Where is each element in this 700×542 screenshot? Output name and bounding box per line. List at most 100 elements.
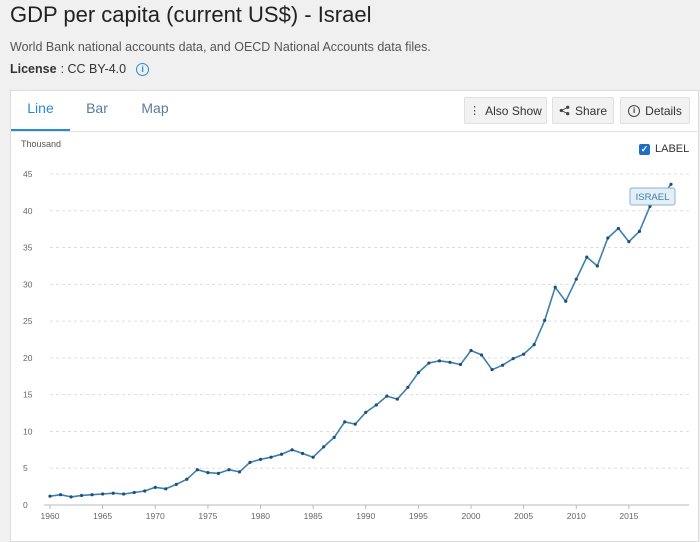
data-point	[216, 471, 221, 475]
data-point	[406, 385, 410, 389]
data-point	[248, 460, 252, 464]
data-point	[427, 361, 431, 365]
data-point	[311, 455, 315, 459]
data-point	[353, 422, 357, 426]
data-point	[564, 299, 568, 303]
y-tick-label: 40	[23, 206, 33, 216]
data-point	[79, 493, 84, 498]
label-toggle[interactable]: ✓ LABEL	[639, 143, 689, 155]
data-point	[122, 492, 126, 496]
y-tick-label: 45	[23, 169, 33, 179]
label-checkbox[interactable]: ✓	[639, 143, 650, 155]
series-line-israel	[49, 183, 672, 498]
tab-bar[interactable]: Bar	[86, 100, 108, 116]
tab-map[interactable]: Map	[141, 100, 169, 116]
x-tick-label: 1985	[304, 511, 323, 521]
y-tick-label: 15	[23, 390, 33, 400]
x-tick-label: 1990	[356, 511, 375, 521]
data-point	[90, 493, 94, 497]
data-point	[374, 403, 378, 407]
x-tick-label: 2015	[619, 511, 638, 521]
data-point	[606, 236, 610, 240]
x-tick-label: 1980	[251, 511, 270, 521]
share-icon	[559, 105, 570, 116]
x-tick-label: 2005	[514, 511, 533, 521]
data-point	[195, 468, 199, 472]
x-tick-label: 2010	[567, 511, 586, 521]
x-tick-label: 1995	[409, 511, 428, 521]
info-icon[interactable]: i	[136, 62, 150, 76]
x-tick-label: 2000	[462, 511, 481, 521]
data-point	[500, 363, 505, 367]
data-point	[227, 468, 231, 472]
data-point	[616, 226, 620, 231]
license-row: License : CC BY-4.0 i	[10, 62, 150, 76]
data-point	[469, 348, 473, 353]
data-point	[637, 229, 642, 233]
data-point	[479, 353, 484, 357]
also-show-button[interactable]: ⋮ Also Show	[464, 97, 547, 124]
details-icon: i	[628, 104, 641, 117]
data-point	[322, 445, 326, 449]
details-label: Details	[645, 103, 682, 118]
data-point	[269, 455, 273, 459]
share-label: Share	[574, 103, 608, 118]
details-button[interactable]: i Details	[620, 97, 690, 124]
data-point	[132, 490, 136, 495]
x-tick-label: 1975	[198, 511, 217, 521]
data-point	[164, 487, 168, 491]
chart-panel: Line Bar Map ⋮ Also Show Share i Details…	[10, 90, 699, 542]
data-point	[153, 485, 157, 489]
data-point	[237, 470, 242, 474]
x-tick-label: 1970	[146, 511, 165, 521]
data-point	[395, 397, 399, 401]
data-point	[58, 493, 63, 497]
license-value: : CC BY-4.0	[60, 62, 127, 76]
y-tick-label: 5	[23, 463, 28, 473]
y-unit-label: Thousand	[21, 139, 62, 149]
data-point	[553, 285, 557, 289]
data-point	[258, 457, 263, 461]
data-point	[364, 410, 368, 414]
y-tick-label: 20	[23, 353, 33, 363]
data-point	[490, 368, 494, 372]
data-point	[416, 371, 420, 375]
y-tick-label: 25	[23, 316, 33, 326]
y-tick-label: 0	[23, 500, 28, 510]
data-point	[585, 255, 589, 259]
y-tick-label: 30	[23, 279, 33, 289]
tab-divider	[11, 131, 698, 132]
data-point	[185, 477, 189, 481]
data-point	[290, 448, 294, 452]
tab-line[interactable]: Line	[11, 91, 70, 132]
data-point	[543, 318, 547, 322]
y-tick-label: 10	[23, 426, 33, 436]
data-point	[669, 182, 673, 186]
data-point	[522, 352, 526, 356]
data-point	[206, 471, 210, 475]
page-title: GDP per capita (current US$) - Israel	[10, 2, 372, 27]
label-toggle-text: LABEL	[655, 143, 690, 155]
data-point	[332, 435, 336, 439]
series-label-text: ISRAEL	[636, 192, 670, 203]
data-point	[532, 343, 536, 347]
data-point	[437, 359, 442, 363]
y-tick-label: 35	[23, 243, 33, 253]
data-point	[385, 394, 389, 398]
data-point	[279, 452, 284, 456]
data-point	[301, 451, 305, 456]
series-label-israel: ISRAEL	[629, 187, 676, 206]
data-point	[48, 494, 52, 498]
data-point	[111, 491, 115, 495]
data-point	[627, 240, 631, 244]
data-point	[174, 482, 178, 487]
source-note: World Bank national accounts data, and O…	[10, 40, 431, 54]
data-point	[343, 420, 347, 424]
license-label: License	[10, 62, 57, 76]
share-button[interactable]: Share	[552, 97, 614, 124]
data-point	[143, 489, 147, 493]
series-label-box	[629, 187, 676, 206]
data-point	[69, 495, 73, 499]
also-show-label: Also Show	[485, 103, 542, 118]
x-tick-label: 1965	[93, 511, 112, 521]
